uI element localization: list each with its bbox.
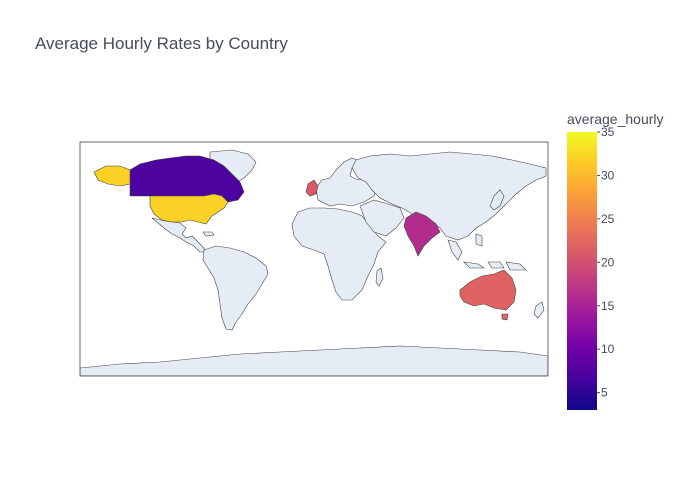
land-antarctica [80, 345, 548, 376]
colorbar-tick-label: 35 [601, 125, 615, 139]
colorbar-tick-label: 5 [601, 386, 608, 400]
map-frame [79, 141, 549, 377]
colorbar-ticks: 5 10 15 20 25 30 35 [597, 125, 615, 400]
country-india[interactable] [403, 211, 441, 257]
land-japan [489, 189, 505, 211]
land-new-zealand [533, 301, 545, 319]
country-united-kingdom[interactable] [305, 179, 319, 197]
colorbar-tick-label: 30 [601, 168, 615, 182]
colorbar-tick-label: 15 [601, 299, 615, 313]
land-asia [351, 151, 547, 241]
colorbar-tick-label: 10 [601, 342, 615, 356]
land-south-america [202, 245, 269, 331]
land-mexico-central-america [151, 217, 208, 253]
colorbar-title: average_hourly [567, 111, 664, 127]
land-madagascar [375, 267, 384, 287]
land-europe [315, 157, 377, 207]
land-africa [291, 207, 387, 301]
colorbar-tick-label: 20 [601, 255, 615, 269]
country-australia-tasmania[interactable] [501, 313, 509, 321]
colorbar-tick-label: 25 [601, 212, 615, 226]
country-australia[interactable] [459, 269, 517, 311]
colorbar-gradient [567, 132, 597, 410]
country-united-states[interactable] [93, 165, 229, 225]
colorbar: average_hourly 5 10 15 20 25 30 35 [567, 111, 664, 410]
land-southeast-asia [447, 233, 527, 271]
land-middle-east [359, 199, 405, 237]
land-caribbean [202, 231, 215, 237]
map-area [80, 142, 548, 376]
chart-title: Average Hourly Rates by Country [35, 34, 288, 53]
